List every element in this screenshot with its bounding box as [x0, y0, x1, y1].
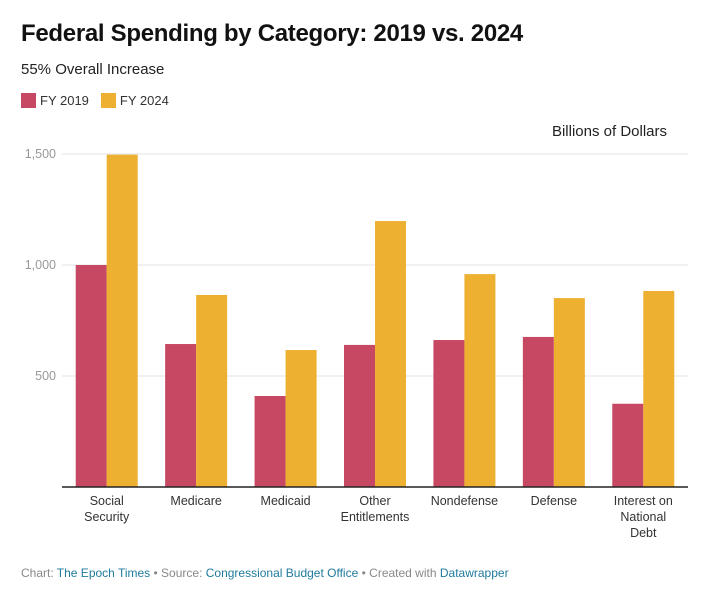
legend-item-fy2019: FY 2019 — [21, 93, 89, 108]
bar-fy2019 — [612, 403, 644, 487]
x-tick-label: Security — [84, 510, 130, 524]
footer-source-prefix: • Source: — [150, 566, 206, 580]
bar-fy2024 — [553, 298, 585, 487]
chart-subtitle: 55% Overall Increase — [21, 61, 165, 78]
footer-source-link[interactable]: Congressional Budget Office — [205, 566, 359, 580]
bar-fy2019 — [75, 265, 107, 487]
unit-label: Billions of Dollars — [551, 123, 667, 140]
x-tick-label: Entitlements — [341, 510, 410, 524]
x-tick-label: Medicare — [170, 494, 221, 508]
footer-credits: Chart: The Epoch Times • Source: Congres… — [21, 566, 509, 580]
x-tick-label: Nondefense — [431, 494, 498, 508]
legend-label-fy2019: FY 2019 — [40, 93, 89, 108]
y-tick-label: 500 — [35, 369, 56, 383]
bar-fy2024 — [464, 274, 496, 487]
x-tick-label: Social — [90, 494, 124, 508]
bar-fy2024 — [106, 154, 138, 487]
chart-title: Federal Spending by Category: 2019 vs. 2… — [21, 20, 523, 47]
x-tick-label: National — [620, 510, 666, 524]
bar-fy2019 — [165, 344, 197, 487]
legend-item-fy2024: FY 2024 — [100, 93, 169, 108]
footer-created-prefix: • Created with — [358, 566, 440, 580]
y-tick-label: 1,000 — [25, 258, 56, 272]
footer-datawrapper-link[interactable]: Datawrapper — [439, 566, 509, 580]
legend-swatch-fy2024 — [100, 93, 116, 108]
x-tick-label: Other — [359, 494, 390, 508]
bar-fy2024 — [643, 290, 675, 487]
bar-fy2019 — [344, 344, 375, 487]
bar-fy2019 — [254, 395, 286, 487]
footer-chart-source-link[interactable]: The Epoch Times — [56, 566, 151, 580]
bar-fy2024 — [285, 350, 317, 487]
x-tick-label: Defense — [531, 494, 578, 508]
x-tick-label: Interest on — [614, 494, 673, 508]
legend: FY 2019 FY 2024 — [21, 93, 181, 108]
x-tick-label: Debt — [630, 526, 657, 540]
bar-fy2019 — [433, 340, 465, 487]
x-tick-label: Medicaid — [261, 494, 311, 508]
footer-chart-prefix: Chart: — [21, 566, 57, 580]
bar-fy2024 — [375, 221, 406, 487]
legend-swatch-fy2019 — [21, 93, 36, 108]
legend-label-fy2024: FY 2024 — [119, 93, 169, 108]
bar-fy2019 — [522, 336, 554, 487]
y-tick-label: 1,500 — [25, 147, 56, 161]
bar-fy2024 — [196, 294, 228, 487]
